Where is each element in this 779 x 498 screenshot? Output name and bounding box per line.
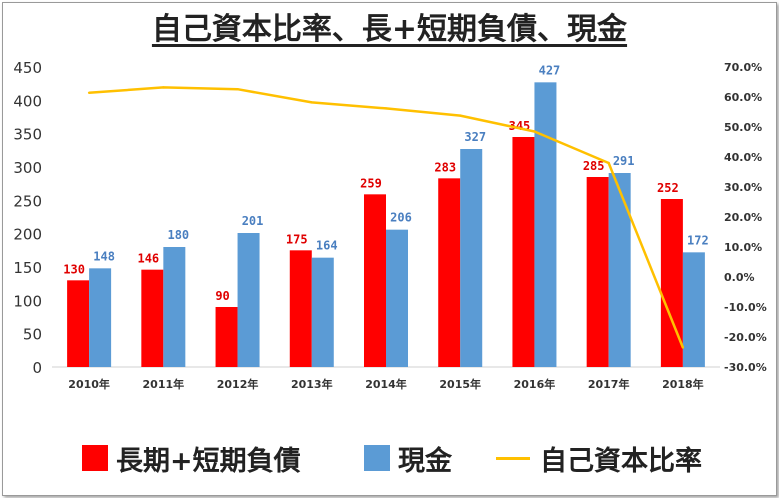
y-right-tick-label: 60.0% [724,91,762,104]
bar-debt [364,194,386,367]
y-right-tick-label: -10.0% [724,301,767,314]
bar-cash [89,268,112,367]
data-label-debt: 259 [360,176,382,190]
bar-debt [512,137,535,367]
data-label-cash: 172 [687,233,709,247]
y-left-tick-label: 100 [13,292,42,310]
y-left-tick-label: 300 [13,159,42,177]
data-label-cash: 148 [93,249,115,263]
y-right-tick-label: 20.0% [724,211,762,224]
bar-debt [586,177,609,367]
chart-plot: 0 50 100 150 200 250 300 350 400 450 -30.0% -20.0% -… [13,59,767,391]
point-equity-ratio [459,114,462,117]
legend-swatch-cash [364,445,390,471]
data-label-debt: 146 [137,252,159,266]
data-label-cash: 291 [613,154,635,168]
y-left-tick-label: 250 [13,192,42,210]
bar-cash [460,149,483,367]
y-right-tick-label: -30.0% [724,361,767,374]
data-label-cash: 180 [167,228,189,242]
bar-cash [237,233,260,367]
y-right-tick-label: 0.0% [724,271,755,284]
data-label-debt: 175 [286,232,308,246]
bar-cash [534,82,557,367]
data-label-cash: 427 [539,63,561,77]
legend-item-equity-ratio: 自己資本比率 [496,440,702,477]
y-right-tick-label: 40.0% [724,151,762,164]
point-equity-ratio [87,91,91,95]
bar-cash [311,257,334,367]
legend-line-equity-ratio [496,456,530,460]
x-tick-label: 2018年 [662,377,704,391]
y-right-tick-label: 50.0% [724,121,762,134]
x-tick-label: 2012年 [217,377,259,391]
data-label-cash: 201 [242,214,264,228]
chart-legend: 長期+短期負債 現金 自己資本比率 [0,440,779,477]
point-equity-ratio [533,130,536,133]
y-left-tick-label: 450 [13,59,42,77]
x-tick-label: 2015年 [439,377,481,391]
legend-label-cash: 現金 [398,445,452,477]
data-label-debt: 283 [434,160,456,174]
data-label-debt: 285 [583,159,605,173]
data-label-cash: 206 [390,211,412,225]
y-right-tick-label: 30.0% [724,181,762,194]
bar-debt [67,280,90,367]
data-label-cash: 164 [316,239,338,253]
x-tick-label: 2010年 [68,377,110,391]
bar-cash [608,173,631,367]
y-right-tick-label: -20.0% [724,331,767,344]
bar-cash [163,247,186,367]
y-left-tick-label: 400 [13,92,42,110]
legend-item-debt: 長期+短期負債 [82,440,301,477]
y-right-tick-label: 10.0% [724,241,762,254]
point-equity-ratio [310,101,313,104]
x-tick-label: 2011年 [143,377,185,391]
x-tick-label: 2017年 [588,377,630,391]
data-label-debt: 252 [657,181,679,195]
legend-swatch-debt [82,445,108,471]
point-equity-ratio [607,161,610,165]
point-equity-ratio [162,86,165,89]
y-left-tick-label: 50 [23,326,42,344]
bar-debt [660,199,683,367]
legend-label-debt: 長期+短期負債 [116,445,301,477]
y-left-tick-label: 150 [13,259,42,277]
bar-cash [682,252,705,367]
data-label-debt: 130 [63,262,85,276]
bar-cash [386,229,408,367]
legend-label-equity-ratio: 自己資本比率 [540,445,702,477]
x-tick-label: 2013年 [291,377,333,391]
x-tick-label: 2016年 [514,377,556,391]
bar-debt [141,269,164,367]
bar-debt [215,307,238,367]
data-label-debt: 90 [215,289,229,303]
y-right-tick-label: 70.0% [724,61,762,74]
chart-title: 自己資本比率、長+短期負債、現金 [151,12,628,47]
chart-title-container: 自己資本比率、長+短期負債、現金 [0,4,779,48]
y-left-tick-label: 200 [13,226,42,244]
data-label-cash: 327 [464,130,486,144]
point-equity-ratio [236,88,239,91]
y-left-tick-label: 350 [13,126,42,144]
legend-item-cash: 現金 [364,440,452,477]
y-left-tick-label: 0 [32,359,42,377]
x-tick-label: 2014年 [365,377,407,391]
bar-debt [438,178,461,367]
point-equity-ratio [681,346,685,349]
bar-debt [289,250,312,367]
point-equity-ratio [384,107,388,110]
